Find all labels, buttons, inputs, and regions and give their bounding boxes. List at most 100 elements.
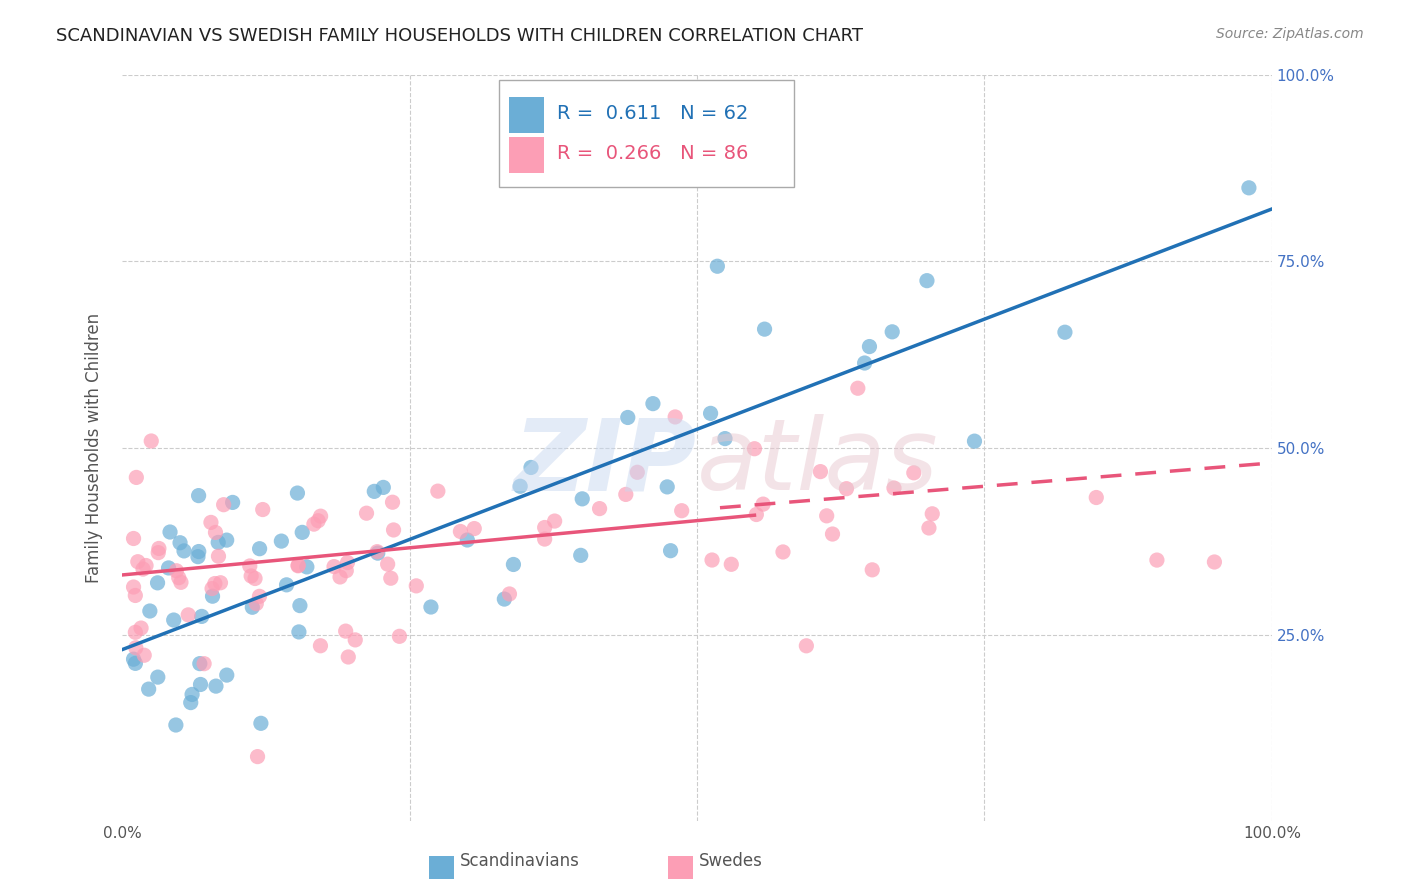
- Point: [657, 480, 679, 494]
- Point: [700, 553, 723, 567]
- Point: [135, 558, 157, 573]
- Point: [122, 652, 145, 666]
- Point: [177, 607, 200, 622]
- Point: [588, 501, 610, 516]
- Point: [246, 749, 269, 764]
- Point: [963, 434, 986, 449]
- Point: [249, 541, 271, 556]
- Point: [138, 682, 160, 697]
- Point: [752, 497, 775, 511]
- Point: [426, 484, 449, 499]
- Text: Swedes: Swedes: [699, 852, 763, 870]
- Point: [288, 624, 311, 639]
- Point: [122, 532, 145, 546]
- Point: [207, 535, 229, 549]
- Point: [205, 679, 228, 693]
- Point: [240, 600, 263, 615]
- Point: [240, 569, 263, 583]
- Text: R =  0.611   N = 62: R = 0.611 N = 62: [557, 103, 748, 123]
- Point: [641, 397, 664, 411]
- Point: [533, 520, 555, 534]
- Point: [204, 525, 226, 540]
- Point: [146, 575, 169, 590]
- Point: [127, 555, 149, 569]
- Point: [363, 484, 385, 499]
- Point: [659, 543, 682, 558]
- Point: [456, 533, 478, 547]
- Point: [124, 589, 146, 603]
- Point: [287, 558, 309, 573]
- Point: [356, 506, 378, 520]
- Text: ZIP: ZIP: [515, 415, 697, 511]
- Point: [122, 580, 145, 594]
- Point: [367, 546, 389, 560]
- Point: [1146, 553, 1168, 567]
- Point: [243, 572, 266, 586]
- Point: [165, 564, 187, 578]
- Point: [882, 325, 904, 339]
- Point: [720, 558, 742, 572]
- Text: Scandinavians: Scandinavians: [460, 852, 581, 870]
- Text: SCANDINAVIAN VS SWEDISH FAMILY HOUSEHOLDS WITH CHILDREN CORRELATION CHART: SCANDINAVIAN VS SWEDISH FAMILY HOUSEHOLD…: [56, 27, 863, 45]
- Point: [921, 507, 943, 521]
- Point: [626, 465, 648, 479]
- Point: [190, 609, 212, 624]
- Point: [706, 259, 728, 273]
- Point: [200, 516, 222, 530]
- Point: [1053, 325, 1076, 339]
- Text: R =  0.611   N = 62: R = 0.611 N = 62: [553, 103, 744, 123]
- Point: [463, 522, 485, 536]
- Point: [187, 544, 209, 558]
- Point: [169, 535, 191, 549]
- Point: [221, 495, 243, 509]
- Point: [252, 502, 274, 516]
- Point: [1085, 491, 1108, 505]
- Point: [918, 521, 941, 535]
- Point: [125, 470, 148, 484]
- Point: [148, 546, 170, 560]
- Point: [337, 650, 360, 665]
- Point: [249, 590, 271, 604]
- Point: [569, 549, 592, 563]
- Point: [543, 514, 565, 528]
- Point: [187, 489, 209, 503]
- Point: [287, 558, 309, 573]
- Point: [858, 340, 880, 354]
- Point: [571, 491, 593, 506]
- Text: R =  0.266   N = 86: R = 0.266 N = 86: [557, 144, 748, 163]
- Point: [215, 533, 238, 548]
- Point: [302, 517, 325, 532]
- Point: [148, 541, 170, 556]
- Point: [614, 487, 637, 501]
- Point: [209, 575, 232, 590]
- Point: [1237, 181, 1260, 195]
- Point: [323, 559, 346, 574]
- Y-axis label: Family Households with Children: Family Households with Children: [86, 313, 103, 583]
- Point: [309, 509, 332, 524]
- Point: [157, 561, 180, 575]
- Point: [366, 544, 388, 558]
- Point: [181, 688, 204, 702]
- Point: [309, 639, 332, 653]
- Point: [419, 600, 441, 615]
- Point: [533, 532, 555, 546]
- Point: [498, 587, 520, 601]
- Point: [502, 558, 524, 572]
- Point: [250, 716, 273, 731]
- Point: [159, 524, 181, 539]
- Point: [215, 668, 238, 682]
- Point: [520, 460, 543, 475]
- Point: [509, 479, 531, 493]
- Point: [307, 514, 329, 528]
- Point: [335, 624, 357, 639]
- Point: [745, 508, 768, 522]
- Point: [388, 629, 411, 643]
- Point: [1204, 555, 1226, 569]
- Point: [146, 670, 169, 684]
- Point: [915, 274, 938, 288]
- Point: [377, 557, 399, 571]
- Point: [772, 545, 794, 559]
- Point: [129, 621, 152, 635]
- Point: [201, 589, 224, 603]
- Point: [821, 527, 844, 541]
